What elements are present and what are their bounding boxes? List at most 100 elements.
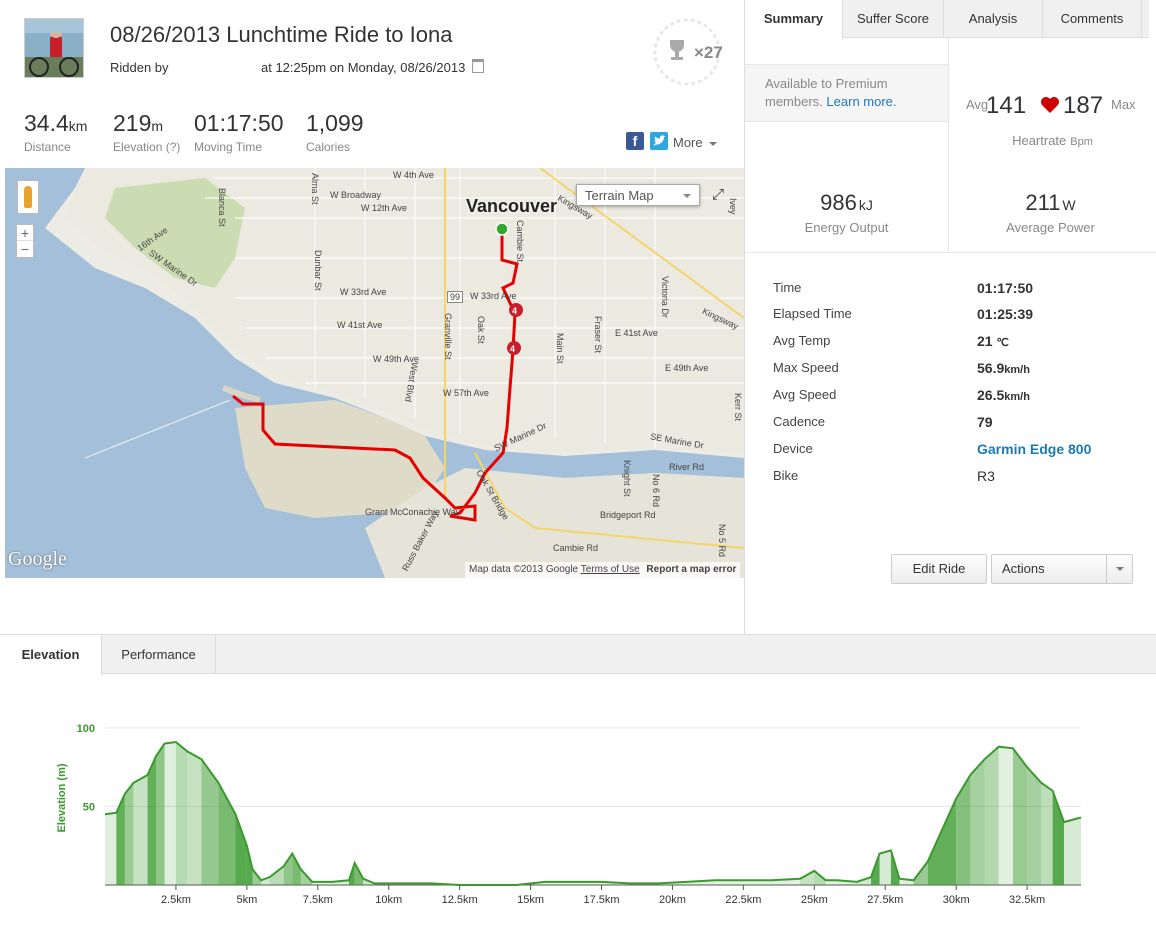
heartrate-max-value: 187 <box>1063 92 1104 119</box>
map-canvas: 4 4 <box>5 168 744 578</box>
y-axis-label: Elevation (m) <box>56 763 68 832</box>
map-label: Knight St <box>622 460 632 497</box>
twitter-icon[interactable] <box>650 132 668 150</box>
map-data-text: Map data ©2013 Google <box>469 564 579 575</box>
route-start-marker[interactable] <box>495 222 509 236</box>
elevation-band <box>825 880 837 885</box>
x-tick-label: 17.5km <box>583 894 619 906</box>
stat-value: 01:17:50 <box>194 110 284 136</box>
terms-of-use-link[interactable]: Terms of Use <box>580 564 640 575</box>
athlete-avatar[interactable] <box>24 18 84 78</box>
route-map[interactable]: 4 4 Vancouver W 4th Ave W Broadway W 12t… <box>5 168 744 578</box>
energy-value: 986 <box>820 190 857 215</box>
map-type-label: Terrain Map <box>585 188 654 203</box>
map-label: E 49th Ave <box>665 363 709 373</box>
stat-value: 219 <box>113 110 152 136</box>
heartrate-unit: Bpm <box>1070 136 1093 148</box>
iona-jetty <box>221 385 261 403</box>
heart-icon <box>1041 97 1059 113</box>
heartrate-max-label: Max <box>1111 97 1136 112</box>
heartrate-label-text: Heartrate <box>1012 133 1067 148</box>
divider <box>948 38 949 252</box>
premium-notice: Available to Premium members. Learn more… <box>745 64 948 122</box>
elevation-band <box>269 866 284 885</box>
detail-key: Time <box>773 280 802 295</box>
map-zoom-control[interactable]: + − <box>16 224 34 258</box>
actions-caret[interactable] <box>1106 555 1132 583</box>
learn-more-link[interactable]: Learn more. <box>826 94 897 109</box>
stat-distance: 34.4km Distance <box>24 110 87 154</box>
tab-summary[interactable]: Summary <box>745 0 843 39</box>
detail-value: 56.9km/h <box>977 360 1030 376</box>
map-label: W 41st Ave <box>337 320 383 330</box>
elevation-line <box>104 740 1082 886</box>
zoom-out-icon[interactable]: − <box>20 241 30 257</box>
device-link[interactable]: Garmin Edge 800 <box>977 441 1092 457</box>
elevation-band <box>879 850 891 885</box>
detail-key: Avg Temp <box>773 333 831 348</box>
elevation-band <box>156 743 165 885</box>
elevation-band <box>147 756 157 885</box>
share-more-dropdown[interactable]: More <box>673 135 717 150</box>
detail-key: Max Speed <box>773 360 839 375</box>
elevation-band <box>1012 748 1028 885</box>
edit-ride-button[interactable]: Edit Ride <box>891 554 987 584</box>
x-tick-label: 25km <box>801 894 828 906</box>
elevation-band <box>261 877 270 885</box>
street-view-pegman-icon[interactable] <box>17 180 39 214</box>
map-label: Kerr St <box>733 393 743 422</box>
stat-elevation: 219m Elevation (?) <box>113 110 180 154</box>
tab-analysis[interactable]: Analysis <box>944 0 1043 38</box>
y-tick-label: 100 <box>77 723 95 735</box>
elevation-band <box>715 880 744 885</box>
map-attribution: Map data ©2013 Google Terms of Use Repor… <box>465 562 741 578</box>
major-roads <box>444 168 744 549</box>
x-tick-label: 7.5km <box>303 894 333 906</box>
calendar-icon[interactable] <box>472 59 484 73</box>
elevation-band <box>1027 767 1042 885</box>
elevation-band <box>187 751 202 885</box>
achievement-trophy-icon[interactable] <box>653 18 721 86</box>
facebook-icon[interactable]: f <box>626 132 644 150</box>
detail-value: 26.5km/h <box>977 387 1030 403</box>
x-tick-label: 15km <box>517 894 544 906</box>
map-label: W 57th Ave <box>443 388 489 398</box>
richmond-land <box>365 468 744 578</box>
highway-shield: 99 <box>447 291 464 303</box>
chevron-down-icon <box>708 141 717 146</box>
x-tick-label: 22.5km <box>725 894 761 906</box>
map-label: Cambie St <box>515 220 525 263</box>
elevation-chart[interactable]: 100 50 2.5km 5km 7.5km 10km 12.5km 15km 17.5km 20… <box>0 675 1156 929</box>
map-label: Victoria Dr <box>660 276 670 318</box>
elevation-band <box>800 870 815 885</box>
detail-key: Bike <box>773 468 799 483</box>
stat-label[interactable]: Elevation (?) <box>113 140 181 154</box>
actions-dropdown[interactable]: Actions <box>991 554 1133 584</box>
divider <box>745 252 1156 253</box>
x-tick-label: 30km <box>943 894 970 906</box>
tab-performance[interactable]: Performance <box>102 635 216 674</box>
map-city-label: Vancouver <box>466 196 558 216</box>
map-type-select[interactable]: Terrain Map <box>576 184 700 206</box>
elevation-band <box>927 830 942 885</box>
park-area <box>105 178 245 288</box>
activity-title: 08/26/2013 Lunchtime Ride to Iona <box>110 22 453 47</box>
tab-elevation[interactable]: Elevation <box>0 635 102 675</box>
elevation-band <box>998 746 1013 885</box>
zoom-in-icon[interactable]: + <box>17 225 33 241</box>
map-label: W 12th Ave <box>361 203 407 213</box>
x-tick-label: 32.5km <box>1009 894 1045 906</box>
chart-tabs: Elevation Performance <box>0 634 1156 675</box>
tab-comments[interactable]: Comments <box>1043 0 1142 38</box>
elevation-band <box>283 853 293 885</box>
map-label: River Rd <box>669 462 705 472</box>
map-label: Granville St <box>443 313 453 360</box>
detail-value: R3 <box>977 468 995 484</box>
report-map-error-link[interactable]: Report a map error <box>646 564 737 575</box>
fullscreen-icon[interactable]: ⤢ <box>711 186 724 203</box>
tab-suffer-score[interactable]: Suffer Score <box>843 0 944 38</box>
elevation-area <box>104 740 1082 886</box>
route-marker[interactable] <box>509 303 523 317</box>
activity-sidebar: Summary Suffer Score Analysis Comments A… <box>744 0 1156 634</box>
route-marker[interactable] <box>507 341 521 355</box>
